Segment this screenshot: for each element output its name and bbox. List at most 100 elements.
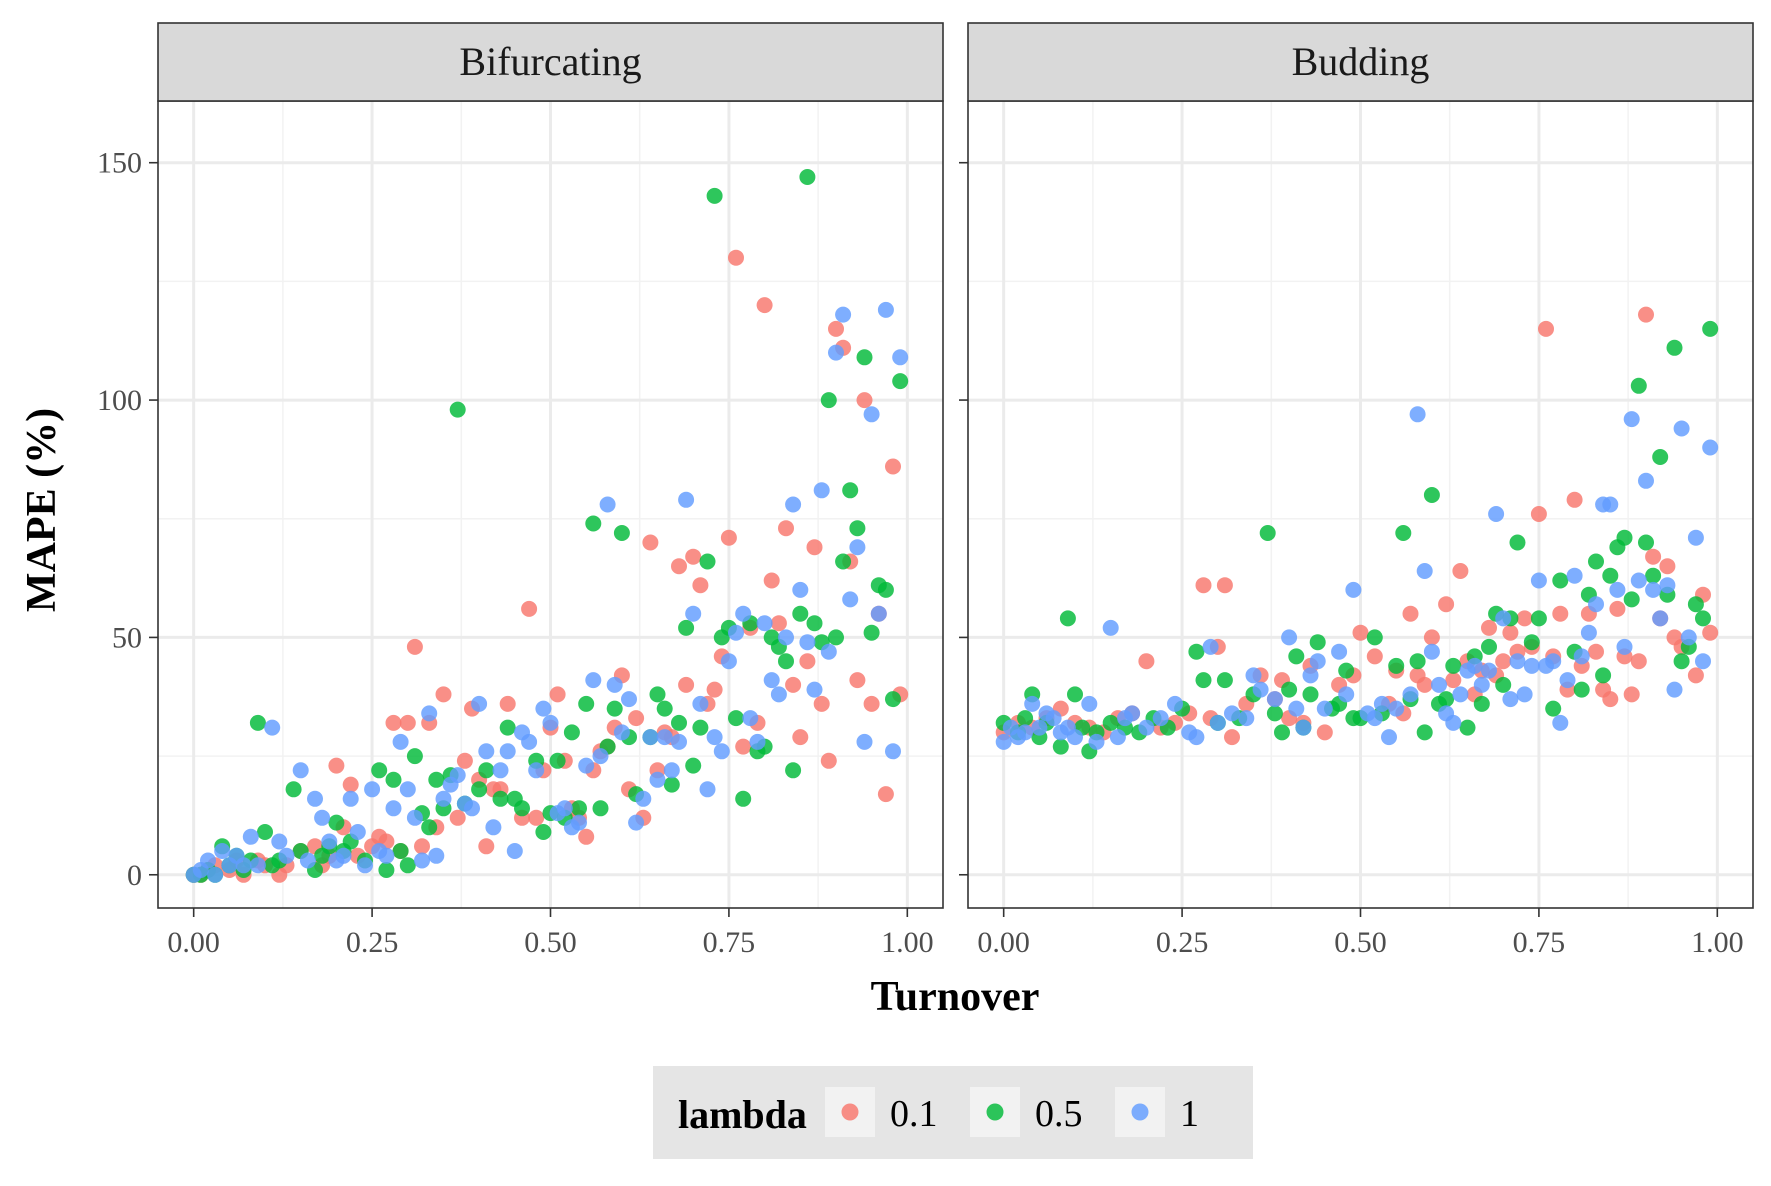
data-point-lambda-1 bbox=[671, 733, 687, 750]
data-point-lambda-1 bbox=[1580, 624, 1597, 641]
data-point-lambda-0.1 bbox=[778, 520, 794, 537]
data-point-lambda-0.1 bbox=[1316, 724, 1333, 741]
data-point-lambda-1 bbox=[485, 819, 502, 836]
data-point-lambda-1 bbox=[849, 539, 866, 556]
data-point-lambda-0.5 bbox=[678, 619, 695, 636]
data-point-lambda-0.5 bbox=[1423, 487, 1440, 503]
data-point-lambda-0.1 bbox=[385, 714, 402, 731]
data-point-lambda-0.5 bbox=[1059, 610, 1076, 627]
data-point-lambda-1 bbox=[478, 743, 495, 760]
data-point-lambda-0.1 bbox=[785, 676, 802, 693]
data-point-lambda-0.1 bbox=[863, 695, 880, 712]
facet-panel-bifurcating: Bifurcating 0.00 0.25 0.50 0.75 1.00 0 50 100 1… bbox=[97, 22, 944, 959]
data-point-lambda-1 bbox=[1373, 695, 1390, 712]
data-point-lambda-0.5 bbox=[535, 824, 552, 840]
data-point-lambda-1 bbox=[995, 733, 1012, 750]
data-point-lambda-1 bbox=[856, 733, 873, 750]
data-point-lambda-0.1 bbox=[1530, 506, 1547, 522]
data-point-lambda-0.1 bbox=[1630, 653, 1647, 670]
data-point-lambda-1 bbox=[1659, 577, 1676, 594]
data-point-lambda-0.1 bbox=[1366, 648, 1383, 665]
data-point-lambda-1 bbox=[207, 866, 224, 883]
data-point-lambda-0.1 bbox=[692, 577, 709, 594]
data-point-lambda-0.1 bbox=[1445, 672, 1462, 689]
data-point-lambda-1 bbox=[592, 748, 609, 765]
data-point-lambda-1 bbox=[828, 344, 844, 361]
data-point-lambda-0.5 bbox=[613, 525, 630, 541]
data-point-lambda-1 bbox=[506, 843, 523, 859]
data-point-lambda-1 bbox=[1530, 572, 1547, 589]
data-point-lambda-1 bbox=[249, 857, 266, 874]
data-point-lambda-1 bbox=[1566, 567, 1583, 584]
data-point-lambda-0.5 bbox=[1481, 638, 1497, 655]
y-tick-label: 150 bbox=[97, 147, 142, 180]
data-point-lambda-1 bbox=[1416, 563, 1433, 579]
data-point-lambda-0.5 bbox=[1695, 610, 1711, 627]
data-point-lambda-1 bbox=[842, 591, 859, 608]
data-point-lambda-1 bbox=[870, 605, 887, 622]
data-point-lambda-1 bbox=[863, 406, 880, 423]
data-point-lambda-0.1 bbox=[521, 600, 538, 617]
x-tick-label: 0.75 bbox=[703, 926, 756, 959]
x-tick-label: 0.75 bbox=[1513, 926, 1566, 959]
data-point-lambda-1 bbox=[770, 686, 787, 703]
data-point-lambda-1 bbox=[1652, 610, 1669, 627]
data-point-lambda-1 bbox=[1630, 572, 1647, 589]
x-tick-label: 0.50 bbox=[524, 926, 577, 959]
data-point-lambda-1 bbox=[1545, 653, 1562, 670]
data-point-lambda-1 bbox=[1167, 695, 1183, 712]
data-point-lambda-0.5 bbox=[1666, 339, 1683, 356]
data-point-lambda-0.5 bbox=[1530, 610, 1547, 627]
data-point-lambda-0.1 bbox=[849, 672, 866, 689]
data-point-lambda-0.5 bbox=[849, 520, 866, 537]
data-point-lambda-0.1 bbox=[528, 809, 545, 826]
data-point-lambda-1 bbox=[1523, 657, 1540, 674]
data-point-lambda-1 bbox=[1345, 581, 1362, 598]
legend: lambda 0.1 0.5 1 bbox=[653, 1066, 1253, 1159]
data-point-lambda-1 bbox=[1573, 648, 1590, 665]
data-point-lambda-1 bbox=[678, 491, 695, 508]
data-point-lambda-0.1 bbox=[1224, 729, 1240, 746]
data-point-lambda-0.5 bbox=[592, 800, 609, 817]
data-points bbox=[185, 169, 909, 883]
data-point-lambda-0.1 bbox=[1216, 577, 1233, 594]
data-point-lambda-0.5 bbox=[1281, 681, 1298, 698]
legend-title: lambda bbox=[678, 1092, 807, 1137]
data-point-lambda-0.1 bbox=[399, 714, 416, 731]
data-point-lambda-1 bbox=[499, 743, 516, 760]
data-point-lambda-0.5 bbox=[1216, 672, 1233, 689]
data-point-lambda-1 bbox=[656, 729, 673, 746]
data-point-lambda-1 bbox=[200, 852, 216, 869]
data-point-lambda-0.1 bbox=[1588, 643, 1604, 660]
data-points bbox=[995, 306, 1719, 760]
data-point-lambda-0.5 bbox=[685, 757, 702, 774]
facet-strip bbox=[967, 22, 1754, 102]
data-point-lambda-0.5 bbox=[449, 401, 466, 418]
data-point-lambda-0.5 bbox=[563, 724, 580, 741]
data-point-lambda-0.5 bbox=[1302, 686, 1319, 703]
data-point-lambda-0.5 bbox=[1388, 657, 1405, 674]
data-point-lambda-1 bbox=[642, 729, 659, 746]
data-point-lambda-0.1 bbox=[820, 752, 837, 769]
data-point-lambda-0.5 bbox=[663, 776, 680, 793]
data-point-lambda-1 bbox=[599, 496, 616, 513]
data-point-lambda-0.5 bbox=[806, 615, 823, 632]
data-point-lambda-1 bbox=[464, 800, 480, 817]
data-point-lambda-1 bbox=[235, 857, 252, 874]
data-point-lambda-0.1 bbox=[1538, 320, 1554, 337]
data-point-lambda-0.5 bbox=[428, 771, 445, 788]
data-point-lambda-0.5 bbox=[1259, 525, 1276, 541]
data-point-lambda-0.5 bbox=[892, 373, 909, 390]
data-point-lambda-0.1 bbox=[1516, 610, 1533, 627]
data-point-lambda-1 bbox=[1488, 506, 1505, 522]
data-point-lambda-0.5 bbox=[385, 771, 402, 788]
data-point-lambda-1 bbox=[492, 762, 509, 779]
data-point-lambda-1 bbox=[806, 681, 823, 698]
data-point-lambda-1 bbox=[585, 672, 602, 689]
data-point-lambda-0.5 bbox=[1338, 662, 1355, 679]
data-point-lambda-0.5 bbox=[499, 719, 516, 736]
data-point-lambda-0.1 bbox=[435, 686, 452, 703]
data-point-lambda-0.1 bbox=[578, 828, 595, 845]
data-point-lambda-0.1 bbox=[1502, 624, 1519, 641]
data-point-lambda-0.1 bbox=[1438, 596, 1455, 613]
